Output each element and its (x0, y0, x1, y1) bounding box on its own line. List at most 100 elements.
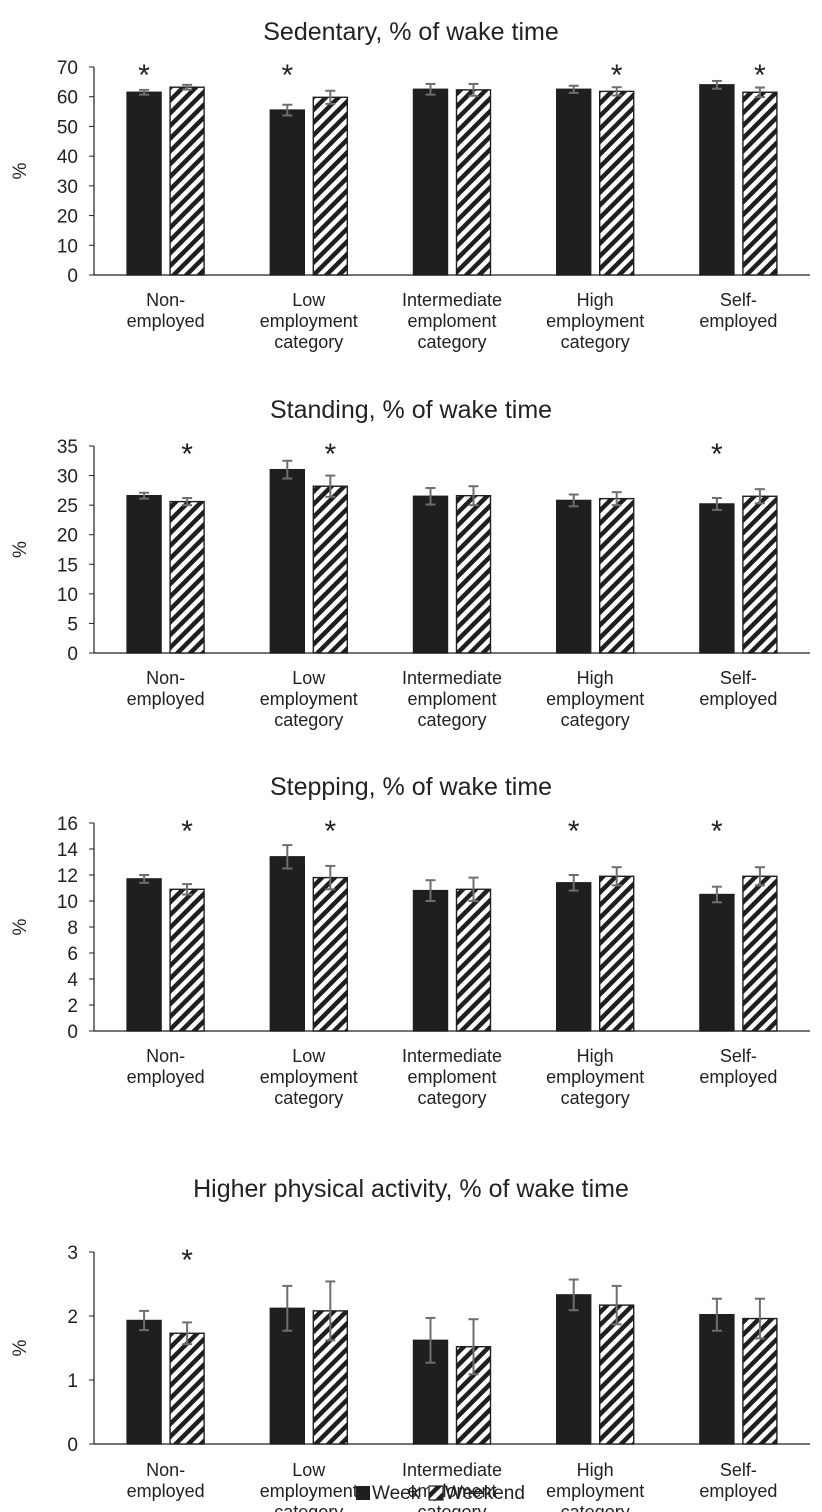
bar-week (269, 468, 305, 654)
bar-week (412, 495, 449, 654)
y-tick-label: 30 (57, 467, 78, 488)
bar-week (126, 91, 162, 276)
bar-weekend (169, 888, 205, 1032)
bar-week (699, 503, 735, 654)
bar-week (556, 882, 592, 1032)
legend: Week Weekend (356, 1483, 525, 1504)
significance-star: * (181, 438, 193, 471)
category-label: Low (292, 290, 326, 310)
category-label: employment (546, 311, 644, 331)
category-label: employment (260, 1067, 358, 1087)
bar-week (699, 893, 735, 1032)
bar-weekend (312, 876, 348, 1032)
y-axis-label: % (10, 162, 31, 179)
chart-4: Higher physical activity, % of wake time… (10, 1175, 810, 1512)
category-label: High (577, 668, 614, 688)
significance-star: * (711, 815, 723, 848)
y-tick-label: 2 (67, 996, 78, 1017)
significance-star: * (181, 1244, 193, 1277)
bar-weekend (742, 875, 778, 1032)
y-tick-label: 16 (57, 814, 78, 835)
legend-week-swatch (356, 1486, 370, 1500)
bar-weekend (599, 1304, 635, 1445)
significance-star: * (324, 815, 336, 848)
bar-week (126, 878, 162, 1032)
category-label: employed (699, 311, 777, 331)
significance-star: * (181, 815, 193, 848)
bar-weekend (742, 91, 778, 276)
category-label: employment (260, 689, 358, 709)
category-label: Intermediate (402, 668, 502, 688)
y-tick-label: 70 (57, 58, 78, 79)
bar-week (556, 499, 592, 654)
y-tick-label: 25 (57, 496, 78, 517)
category-label: category (274, 1502, 343, 1512)
category-label: employment (546, 1067, 644, 1087)
category-label: employed (127, 689, 205, 709)
bar-week (699, 1314, 735, 1445)
y-axis-label: % (10, 918, 31, 935)
bar-week (556, 1294, 592, 1445)
significance-star: * (138, 59, 150, 92)
y-tick-label: 12 (57, 866, 78, 887)
significance-star: * (754, 59, 766, 92)
significance-star: * (568, 815, 580, 848)
bar-weekend (455, 888, 492, 1032)
y-tick-label: 5 (67, 614, 78, 635)
y-tick-label: 30 (57, 177, 78, 198)
y-tick-label: 3 (67, 1243, 78, 1264)
chart-3: Stepping, % of wake time% 0 2 4 6 8 10 12 14 16 * N… (10, 773, 810, 1108)
category-label: employed (127, 1067, 205, 1087)
category-label: High (577, 1046, 614, 1066)
bar-weekend (599, 875, 635, 1032)
category-label: category (274, 332, 343, 352)
category-label: category (561, 332, 630, 352)
chart-1: Sedentary, % of wake time% 0 10 20 30 40 50 60 7… (10, 18, 810, 352)
y-tick-label: 0 (67, 1435, 78, 1456)
bar-week (412, 88, 449, 276)
y-tick-label: 4 (67, 970, 78, 991)
y-axis-label: % (10, 541, 31, 558)
bar-week (126, 1319, 162, 1445)
category-label: employed (127, 311, 205, 331)
y-tick-label: 1 (67, 1371, 78, 1392)
category-label: emploment (407, 311, 496, 331)
bar-week (269, 109, 305, 276)
category-label: emploment (407, 1067, 496, 1087)
category-label: category (561, 1502, 630, 1512)
bar-week (412, 889, 449, 1032)
y-tick-label: 10 (57, 892, 78, 913)
category-label: employed (699, 1067, 777, 1087)
bar-weekend (312, 96, 348, 276)
category-label: High (577, 290, 614, 310)
chart-2: Standing, % of wake time% 0 5 10 15 20 25 30 35 *… (10, 396, 810, 730)
bar-weekend (312, 485, 348, 654)
category-label: employed (699, 689, 777, 709)
chart-title: Standing, % of wake time (270, 396, 552, 424)
category-label: Self- (720, 668, 757, 688)
legend-weekend-swatch (428, 1485, 444, 1501)
category-label: emploment (407, 689, 496, 709)
category-label: Low (292, 1460, 326, 1480)
bar-weekend (742, 1317, 778, 1445)
y-axis-label: % (10, 1339, 31, 1356)
y-tick-label: 0 (67, 1022, 78, 1043)
y-tick-label: 0 (67, 644, 78, 665)
legend-weekend-label: Weekend (445, 1483, 525, 1504)
y-tick-label: 10 (57, 585, 78, 606)
category-label: High (577, 1460, 614, 1480)
y-tick-label: 35 (57, 437, 78, 458)
bar-weekend (599, 497, 635, 654)
category-label: employment (546, 689, 644, 709)
category-label: Intermediate (402, 1046, 502, 1066)
bar-weekend (169, 86, 205, 276)
y-tick-label: 14 (57, 840, 79, 861)
bar-weekend (742, 495, 778, 654)
category-label: category (561, 710, 630, 730)
category-label: Non- (146, 668, 185, 688)
category-label: employment (260, 1481, 358, 1501)
chart-title: Stepping, % of wake time (270, 773, 552, 801)
y-tick-label: 0 (67, 266, 78, 287)
bar-weekend (169, 1332, 205, 1445)
